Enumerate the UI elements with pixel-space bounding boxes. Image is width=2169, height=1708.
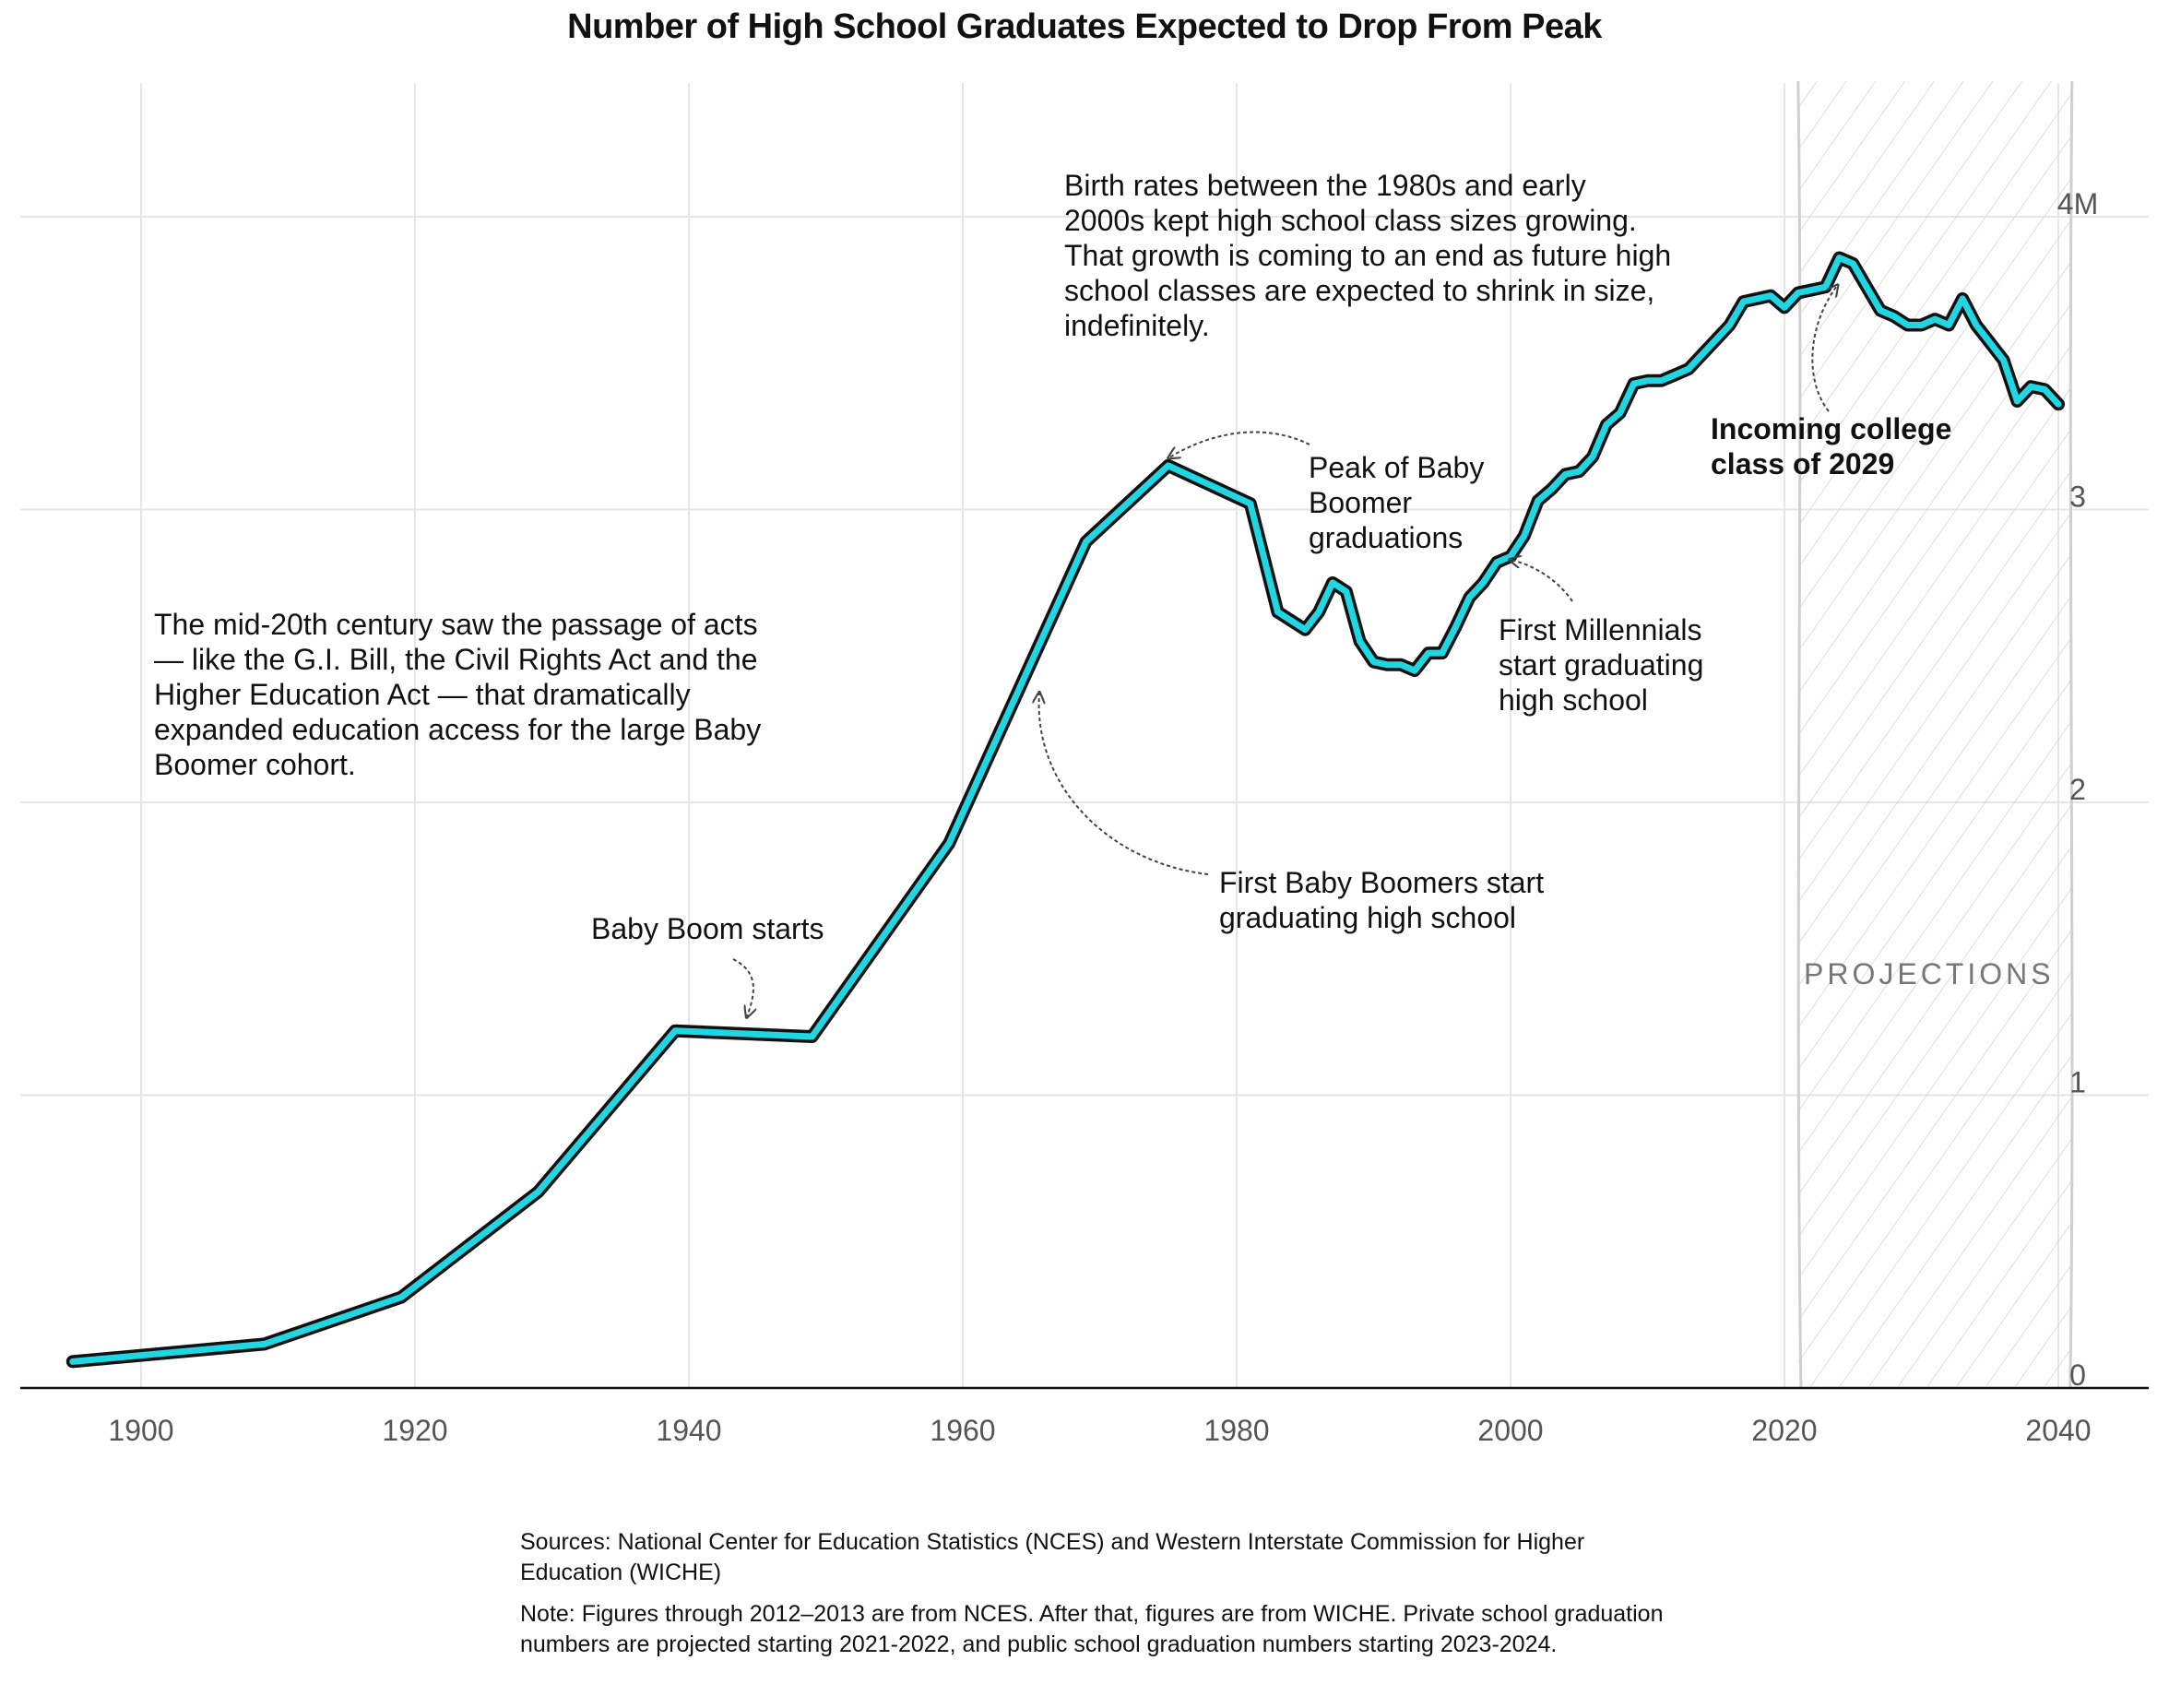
arrow-first-baby-boomers (1039, 694, 1209, 875)
x-tick-label-1980: 1980 (1203, 1414, 1269, 1447)
x-tick-label-1900: 1900 (108, 1414, 173, 1447)
arrow-first-millennials (1511, 560, 1573, 602)
chart-title: Number of High School Graduates Expected… (567, 7, 1602, 46)
arrow-baby-boom-starts (732, 958, 753, 1016)
footer-note: Note: Figures through 2012–2013 are from… (520, 1601, 1664, 1657)
series-line (69, 255, 2062, 1365)
annotation-incoming-class-2029: Incoming college class of 2029 (1711, 412, 1952, 480)
footer-sources: Sources: National Center for Education S… (520, 1529, 1585, 1585)
annotation-baby-boom-starts: Baby Boom starts (591, 912, 824, 945)
x-tick-label-1920: 1920 (382, 1414, 447, 1447)
y-tick-label-2: 2 (2069, 773, 2086, 806)
y-tick-label-4M: 4M (2057, 187, 2098, 220)
axes: 1900 1920 1940 1960 1980 2000 2020 2040 0 1 2 3 4M (20, 187, 2149, 1447)
projection-hatch (1797, 81, 2072, 1386)
annotation-arrows (732, 286, 1837, 1016)
annotation-first-baby-boomers: First Baby Boomers start graduating high… (1219, 866, 1545, 934)
projection-region (1796, 80, 2074, 1389)
annotation-mid-20th-century: The mid-20th century saw the passage of … (154, 608, 762, 781)
grid (20, 83, 2149, 1388)
arrow-incoming-class-2029 (1811, 286, 1837, 412)
y-tick-label-3: 3 (2069, 480, 2086, 514)
annotation-peak-baby-boomer: Peak of Baby Boomer graduations (1309, 451, 1485, 554)
x-tick-label-2040: 2040 (2025, 1414, 2091, 1447)
annotation-first-millennials: First Millennials start graduating high … (1499, 613, 1704, 717)
y-tick-label-0: 0 (2069, 1358, 2086, 1392)
x-tick-label-1960: 1960 (930, 1414, 995, 1447)
projection-right-edge (2068, 80, 2074, 1389)
annotation-birth-rates: Birth rates between the 1980s and early … (1064, 169, 1672, 342)
y-tick-label-1: 1 (2069, 1066, 2086, 1099)
x-tick-label-2000: 2000 (1477, 1414, 1543, 1447)
x-tick-label-1940: 1940 (656, 1414, 721, 1447)
projections-label: PROJECTIONS (1804, 957, 2055, 990)
projection-left-edge (1796, 80, 1803, 1389)
series-line-group (65, 251, 2065, 1369)
arrow-peak-baby-boomer (1169, 431, 1310, 457)
x-tick-label-2020: 2020 (1751, 1414, 1817, 1447)
